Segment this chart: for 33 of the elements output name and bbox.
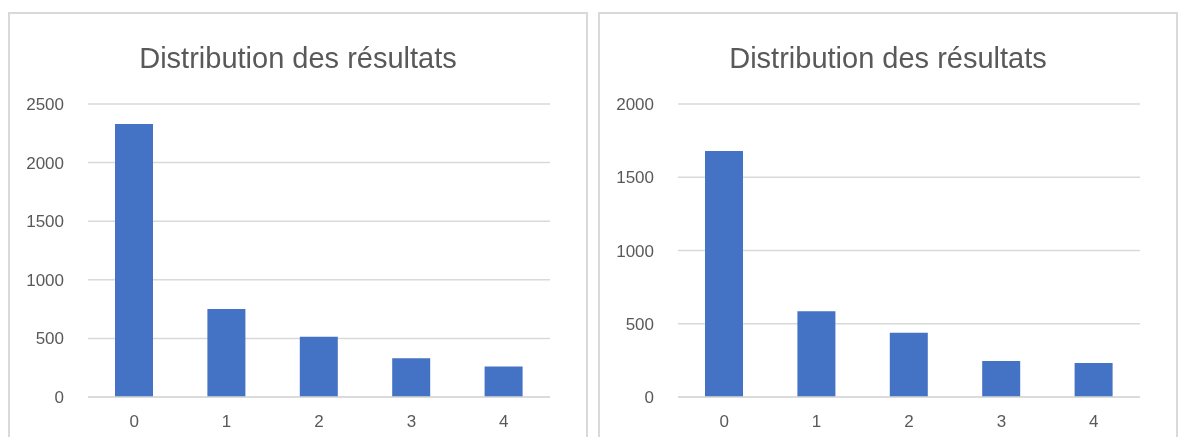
y-tick-label: 2000 [26,153,64,173]
x-tick-label: 2 [904,412,914,432]
y-tick-label: 1000 [26,270,64,290]
y-tick-label: 1500 [616,168,654,188]
bar [982,360,1021,397]
x-tick-label: 4 [499,412,509,432]
y-tick-label: 2000 [616,95,654,115]
chart-title: Distribution des résultats [728,42,1048,76]
bar [207,308,246,397]
bar [705,150,743,397]
x-tick-label: 1 [811,412,822,432]
chart-title: Distribution des résultats [138,42,458,76]
bar [1074,363,1113,397]
y-tick-label: 0 [644,388,654,408]
bar [797,311,836,397]
x-tick-label: 4 [1089,412,1099,432]
y-tick-label: 1000 [616,241,654,261]
bar [392,358,431,397]
x-tick-label: 3 [996,412,1007,432]
bar [889,332,928,397]
x-tick-label: 0 [129,412,139,432]
x-tick-label: 3 [406,412,417,432]
y-tick-label: 0 [54,388,64,408]
y-tick-label: 2500 [26,95,64,115]
bar [299,336,338,397]
y-tick-label: 500 [35,329,64,349]
bar [115,123,153,397]
bar [484,366,523,397]
x-tick-label: 1 [221,412,232,432]
y-tick-label: 1500 [26,212,64,232]
x-tick-label: 0 [719,412,729,432]
y-tick-label: 500 [625,314,654,334]
x-tick-label: 2 [314,412,324,432]
